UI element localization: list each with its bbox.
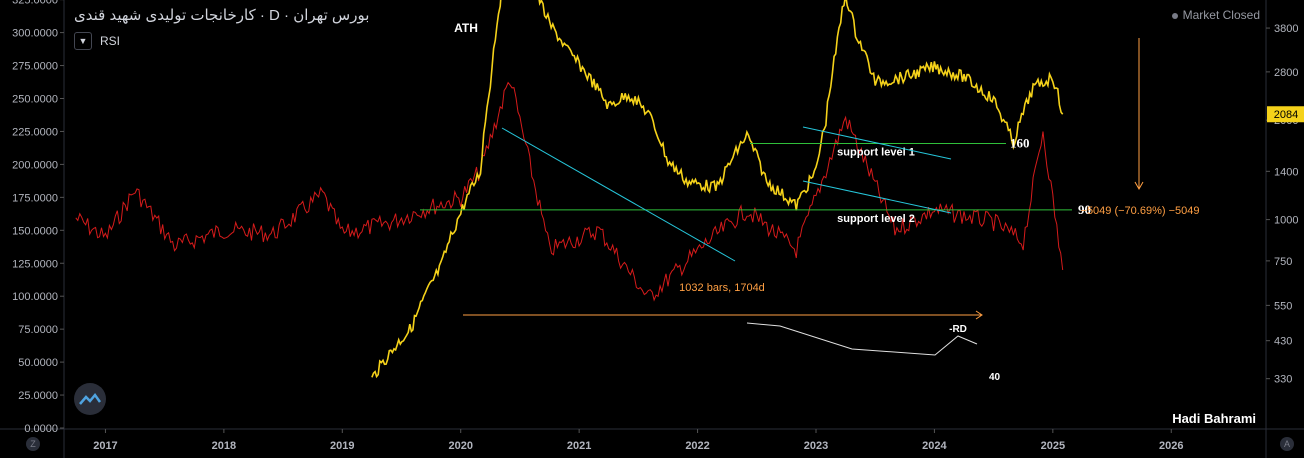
price-series-line [371, 0, 1064, 379]
zoom-button[interactable]: Z [26, 437, 40, 451]
last-price-label: 2084 [1274, 109, 1298, 121]
left-axis-label: 50.0000 [18, 357, 58, 369]
status-dot-icon [1171, 12, 1178, 19]
right-axis-label: 1400 [1274, 166, 1298, 178]
x-axis-label: 2020 [448, 440, 472, 452]
right-axis-label: 330 [1274, 374, 1292, 386]
x-axis-label: 2021 [567, 440, 591, 452]
level-value-3: 160 [1010, 135, 1030, 150]
left-axis-label: 175.0000 [12, 192, 58, 204]
auto-scale-button[interactable]: A [1280, 437, 1294, 451]
symbol-title: بورس تهران · D · کارخانجات تولیدی شهید ق… [74, 7, 370, 24]
left-axis-label: 325.0000 [12, 0, 58, 7]
right-axis-label: 3800 [1274, 23, 1298, 35]
rsi-divergence-label: -RD [949, 324, 967, 335]
rsi-series-line [75, 81, 1064, 302]
rsi-divergence-line [746, 322, 978, 356]
x-axis-label: 2018 [212, 440, 236, 452]
level-value-4: 90 [1078, 202, 1091, 217]
last-price-badge [1267, 106, 1304, 123]
x-axis-label: 2022 [685, 440, 709, 452]
channel-lower-line [802, 180, 952, 214]
indicator-legend: ▼ RSI [74, 32, 120, 50]
bars-range-arrow-head [975, 310, 983, 320]
measure-label: −5049 (−70.69%) −5049 [1081, 205, 1200, 217]
left-axis-label: 250.0000 [12, 94, 58, 106]
measure-arrow-head [1134, 181, 1144, 191]
author-name: Hadi Bahrami [1172, 411, 1256, 426]
level-label-4: support level 2 [837, 213, 915, 225]
right-axis-label: 430 [1274, 336, 1292, 348]
left-axis-label: 0.0000 [24, 423, 58, 435]
right-axis-label: 2800 [1274, 67, 1298, 79]
market-status: Market Closed [1171, 8, 1260, 22]
bars-range-label: 1032 bars, 1704d [679, 282, 765, 294]
x-axis-label: 2025 [1041, 440, 1065, 452]
channel-upper-line [802, 126, 952, 160]
left-axis-label: 225.0000 [12, 126, 58, 138]
x-axis-label: 2026 [1159, 440, 1183, 452]
x-axis-label: 2019 [330, 440, 354, 452]
left-axis-label: 100.0000 [12, 291, 58, 303]
left-axis-label: 25.0000 [18, 390, 58, 402]
level-label-3: support level 1 [837, 146, 915, 158]
x-axis-label: 2017 [93, 440, 117, 452]
left-axis-label: 125.0000 [12, 258, 58, 270]
tradingview-logo[interactable] [74, 383, 106, 415]
right-axis-label: 1000 [1274, 215, 1298, 227]
market-status-text: Market Closed [1182, 8, 1260, 22]
left-axis-label: 200.0000 [12, 159, 58, 171]
right-axis-label: 750 [1274, 256, 1292, 268]
left-axis-label: 150.0000 [12, 225, 58, 237]
right-axis-label: 550 [1274, 300, 1292, 312]
downtrend-line [501, 127, 736, 262]
rsi-value-label: 40 [989, 372, 1001, 383]
chevron-down-icon[interactable]: ▼ [74, 32, 92, 50]
ath-label: ATH [454, 21, 478, 35]
left-axis-label: 275.0000 [12, 61, 58, 73]
logo-icon [79, 392, 101, 405]
indicator-name: RSI [100, 34, 121, 48]
x-axis-label: 2023 [804, 440, 828, 452]
x-axis-label: 2024 [922, 440, 947, 452]
level-value-2: 425 [1012, 0, 1032, 2]
left-axis-label: 75.0000 [18, 324, 58, 336]
left-axis-label: 300.0000 [12, 28, 58, 40]
